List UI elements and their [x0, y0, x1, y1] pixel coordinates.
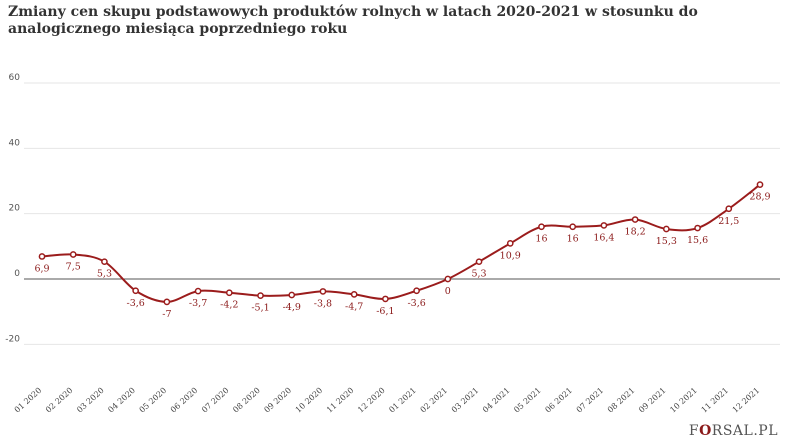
x-tick-label: 05 2020: [138, 386, 169, 415]
data-label: -3,6: [407, 298, 425, 309]
data-point: [38, 253, 46, 260]
data-label: -3,8: [314, 298, 332, 309]
data-point: [475, 258, 483, 266]
data-point: [569, 223, 577, 231]
x-tick-label: 12 2020: [356, 386, 387, 415]
data-point: [132, 287, 140, 295]
x-tick-label: 09 2021: [637, 386, 668, 415]
x-tick-label: 10 2020: [294, 386, 325, 415]
data-point: [319, 288, 327, 295]
x-tick-label: 08 2021: [606, 386, 637, 415]
data-label: 16: [535, 234, 547, 245]
x-tick-label: 01 2020: [13, 386, 44, 415]
x-tick-label: 10 2021: [668, 386, 699, 415]
data-label: -4,9: [283, 302, 301, 313]
data-point: [225, 289, 233, 297]
data-label: 7,5: [66, 262, 81, 273]
data-point: [756, 181, 764, 188]
data-point: [600, 222, 608, 229]
data-point: [194, 287, 202, 295]
x-tick-label: 07 2021: [575, 386, 606, 415]
data-label: -4,7: [345, 301, 363, 312]
data-point: [631, 216, 639, 223]
x-tick-label: 11 2021: [700, 386, 731, 415]
y-tick-label: 40: [9, 138, 21, 148]
x-tick-label: 08 2020: [231, 386, 262, 415]
series-line: [41, 183, 761, 303]
data-label: 6,9: [34, 263, 49, 274]
data-label: 0: [445, 286, 451, 297]
x-tick-label: 04 2021: [481, 386, 512, 415]
data-point: [382, 295, 389, 303]
x-tick-label: 11 2020: [325, 386, 356, 415]
data-label: -7: [162, 309, 171, 320]
data-label: -3,7: [189, 298, 207, 309]
y-tick-label: 0: [14, 269, 20, 279]
x-tick-label: 02 2021: [419, 386, 450, 415]
data-label: -3,6: [126, 298, 144, 309]
data-point: [288, 291, 296, 299]
data-point: [413, 287, 420, 295]
data-label: 16,4: [593, 232, 614, 243]
data-label: -6,1: [376, 306, 394, 317]
x-tick-label: 09 2020: [262, 386, 293, 415]
y-tick-label: 60: [9, 73, 21, 83]
x-tick-label: 12 2021: [731, 386, 762, 415]
x-tick-label: 03 2021: [450, 386, 481, 415]
x-tick-label: 02 2020: [44, 386, 75, 415]
data-point: [163, 298, 171, 306]
data-label: 21,5: [718, 216, 739, 227]
data-point: [350, 291, 358, 298]
chart-title: Zmiany cen skupu podstawowych produktów …: [8, 4, 698, 37]
x-tick-label: 05 2021: [512, 386, 543, 415]
data-point: [69, 251, 77, 258]
y-tick-label: 20: [9, 204, 21, 214]
data-label: 18,2: [625, 227, 646, 238]
x-tick-label: 06 2021: [543, 386, 574, 415]
data-label: -4,2: [220, 300, 238, 311]
data-label: 16: [567, 234, 579, 245]
data-point: [257, 292, 264, 300]
x-tick-label: 06 2020: [169, 386, 200, 415]
data-point: [694, 224, 701, 232]
x-tick-label: 04 2020: [106, 386, 137, 415]
y-tick-label: -20: [5, 334, 20, 344]
data-label: 10,9: [500, 250, 521, 261]
data-label: -5,1: [251, 303, 269, 314]
data-label: 28,9: [749, 192, 770, 203]
data-label: 15,6: [687, 235, 708, 246]
data-point: [662, 225, 670, 233]
forsal-logo: FORSAL.PL: [688, 423, 778, 439]
data-point: [101, 258, 108, 266]
data-point: [725, 205, 733, 213]
data-label: 5,3: [97, 269, 112, 280]
x-tick-label: 01 2021: [387, 386, 418, 415]
x-tick-label: 07 2020: [200, 386, 231, 415]
data-point: [506, 240, 514, 247]
data-label: 15,3: [656, 236, 677, 247]
data-point: [538, 223, 545, 231]
x-tick-label: 03 2020: [75, 386, 106, 415]
data-label: 5,3: [471, 269, 486, 280]
data-point: [444, 275, 452, 283]
